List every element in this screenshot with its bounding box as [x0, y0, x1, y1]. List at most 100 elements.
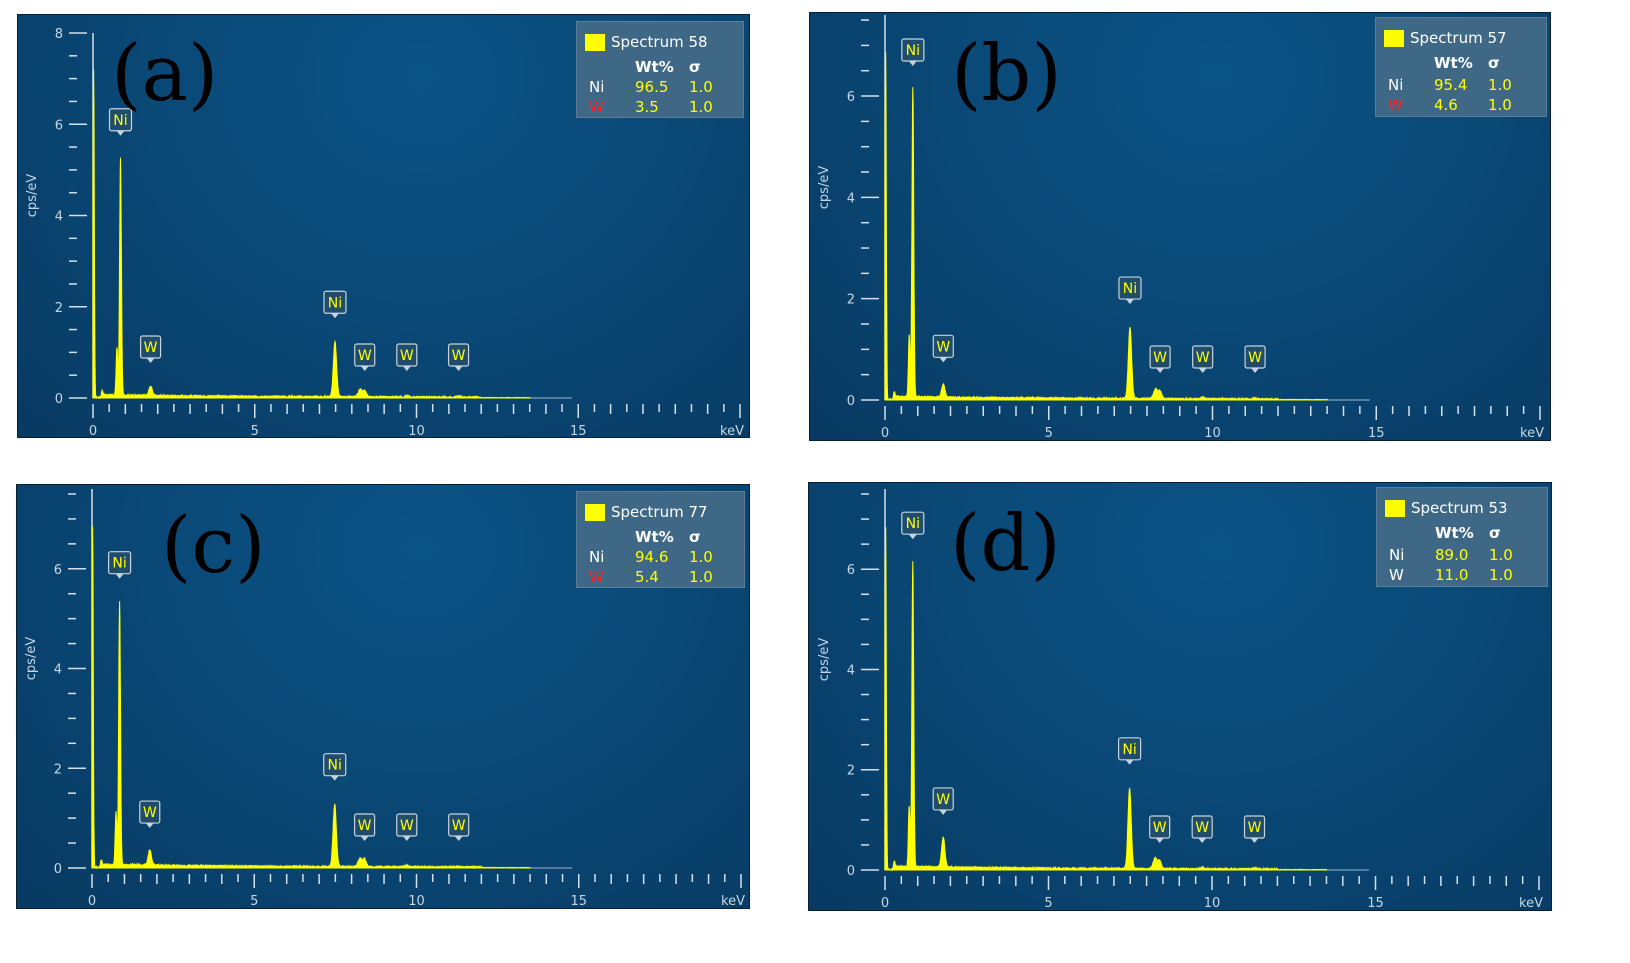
spectrum-panel-c: 0 2 4 6 cps/eV 0 5 10 15 keV Ni W Ni W W W (c) Spectrum…	[16, 484, 750, 909]
peak-label-w: W	[354, 343, 376, 371]
peak-label-w: W	[447, 343, 470, 371]
x-tick-label: 0	[881, 426, 889, 441]
panel-label: (d)	[950, 499, 1061, 589]
panel-label: (b)	[951, 29, 1062, 119]
peak-label-pointer	[330, 775, 339, 781]
x-tick-label: 15	[1367, 896, 1384, 911]
element-w: W	[589, 568, 604, 586]
spectrum-trace	[884, 52, 1328, 402]
peak-label-text: W	[1248, 820, 1262, 836]
element-ni: Ni	[589, 78, 605, 96]
spectrum-name: Spectrum 53	[1411, 499, 1508, 517]
sigma-header: σ	[1488, 54, 1500, 72]
w-wt: 5.4	[635, 568, 659, 586]
peak-label-text: W	[358, 348, 372, 364]
y-tick-label: 6	[55, 118, 63, 133]
wt-header: Wt%	[635, 528, 674, 546]
spectrum-swatch	[585, 34, 605, 51]
peak-label-text: W	[1196, 350, 1210, 366]
y-tick-label: 0	[847, 394, 855, 409]
peak-label-ni: Ni	[901, 511, 925, 540]
peak-label-text: W	[400, 818, 414, 834]
ni-sigma: 1.0	[689, 548, 713, 566]
peak-label-w: W	[396, 343, 418, 371]
peak-label-text: Ni	[328, 758, 342, 774]
peak-label-w: W	[1243, 815, 1266, 843]
y-tick-label: 6	[847, 563, 855, 578]
peak-label-ni: Ni	[107, 551, 132, 579]
spectrum-swatch	[1384, 30, 1404, 47]
y-axis-label: cps/eV	[24, 637, 39, 681]
spectrum-trace	[884, 526, 1328, 872]
x-tick-label: 5	[251, 424, 259, 438]
y-tick-label: 0	[54, 862, 62, 877]
peak-label-box	[932, 787, 954, 811]
w-sigma: 1.0	[1489, 566, 1513, 584]
peak-label-w: W	[139, 335, 162, 363]
spectrum-plot-c: 0 2 4 6 cps/eV 0 5 10 15 keV Ni W Ni W W W	[24, 489, 745, 909]
x-tick-label: 10	[408, 424, 425, 438]
w-sigma: 1.0	[689, 568, 713, 586]
x-axis-label: keV	[721, 894, 745, 909]
y-tick-label: 2	[54, 762, 62, 777]
y-tick-label: 6	[847, 90, 855, 105]
peak-label-w: W	[353, 813, 376, 841]
x-tick-label: 15	[570, 894, 587, 909]
element-w: W	[1388, 96, 1403, 114]
peak-label-text: Ni	[112, 556, 126, 572]
spectrum-swatch	[585, 504, 605, 521]
spectrum-name: Spectrum 57	[1410, 29, 1507, 47]
peak-label-pointer	[360, 836, 369, 841]
ni-wt: 95.4	[1434, 76, 1468, 94]
peak-label-pointer	[115, 573, 124, 579]
y-tick-label: 8	[55, 27, 63, 42]
peak-label-pointer	[402, 836, 411, 841]
w-sigma: 1.0	[689, 98, 713, 116]
peak-label-text: W	[1153, 350, 1167, 366]
sigma-header: σ	[1489, 524, 1501, 542]
peak-label-pointer	[145, 823, 154, 829]
ni-wt: 94.6	[635, 548, 669, 566]
peak-label-w: W	[396, 813, 418, 841]
x-axis-label: keV	[720, 424, 744, 438]
spectrum-legend: Spectrum 57 Wt% σ Ni 95.4 1.0 W 4.6 1.0	[1375, 17, 1547, 117]
x-tick-label: 10	[1204, 896, 1221, 911]
sigma-header: σ	[689, 58, 701, 76]
peak-label-text: W	[1153, 820, 1167, 836]
w-sigma: 1.0	[1488, 96, 1512, 114]
peak-label-ni: Ni	[1118, 276, 1142, 305]
peak-label-text: W	[452, 818, 466, 834]
y-tick-label: 2	[847, 764, 855, 779]
peak-label-pointer	[1155, 838, 1164, 843]
peak-label-box	[323, 753, 347, 777]
ni-sigma: 1.0	[1489, 546, 1513, 564]
spectrum-legend: Spectrum 77 Wt% σ Ni 94.6 1.0 W 5.4 1.0	[576, 491, 745, 588]
panel-label: (a)	[111, 29, 219, 119]
spectrum-panel-b: 0 2 4 6 cps/eV 0 5 10 15 keV Ni W Ni W W W (b) Spectrum…	[809, 12, 1551, 441]
x-tick-label: 5	[1044, 896, 1052, 911]
peak-label-pointer	[939, 809, 948, 815]
peak-label-w: W	[932, 334, 954, 363]
spectrum-trace	[91, 526, 531, 870]
peak-label-pointer	[330, 313, 339, 319]
y-tick-label: 4	[55, 210, 63, 225]
peak-label-text: W	[358, 818, 372, 834]
y-tick-label: 4	[54, 663, 62, 678]
element-ni: Ni	[1389, 546, 1405, 564]
y-tick-label: 0	[847, 864, 855, 879]
wt-header: Wt%	[635, 58, 674, 76]
peak-label-pointer	[454, 366, 463, 371]
spectrum-swatch	[1385, 500, 1405, 517]
y-tick-label: 4	[847, 191, 855, 206]
peak-label-pointer	[1125, 759, 1134, 765]
spectrum-legend: Spectrum 58 Wt% σ Ni 96.5 1.0 W 3.5 1.0	[576, 21, 744, 118]
w-wt: 3.5	[635, 98, 659, 116]
peak-label-w: W	[139, 800, 161, 829]
peak-label-pointer	[939, 357, 948, 363]
spectrum-name: Spectrum 58	[611, 33, 708, 51]
w-wt: 4.6	[1434, 96, 1458, 114]
x-tick-label: 5	[1045, 426, 1053, 441]
peak-label-pointer	[1198, 838, 1207, 843]
peak-label-text: W	[143, 805, 157, 821]
peak-label-pointer	[146, 358, 155, 363]
